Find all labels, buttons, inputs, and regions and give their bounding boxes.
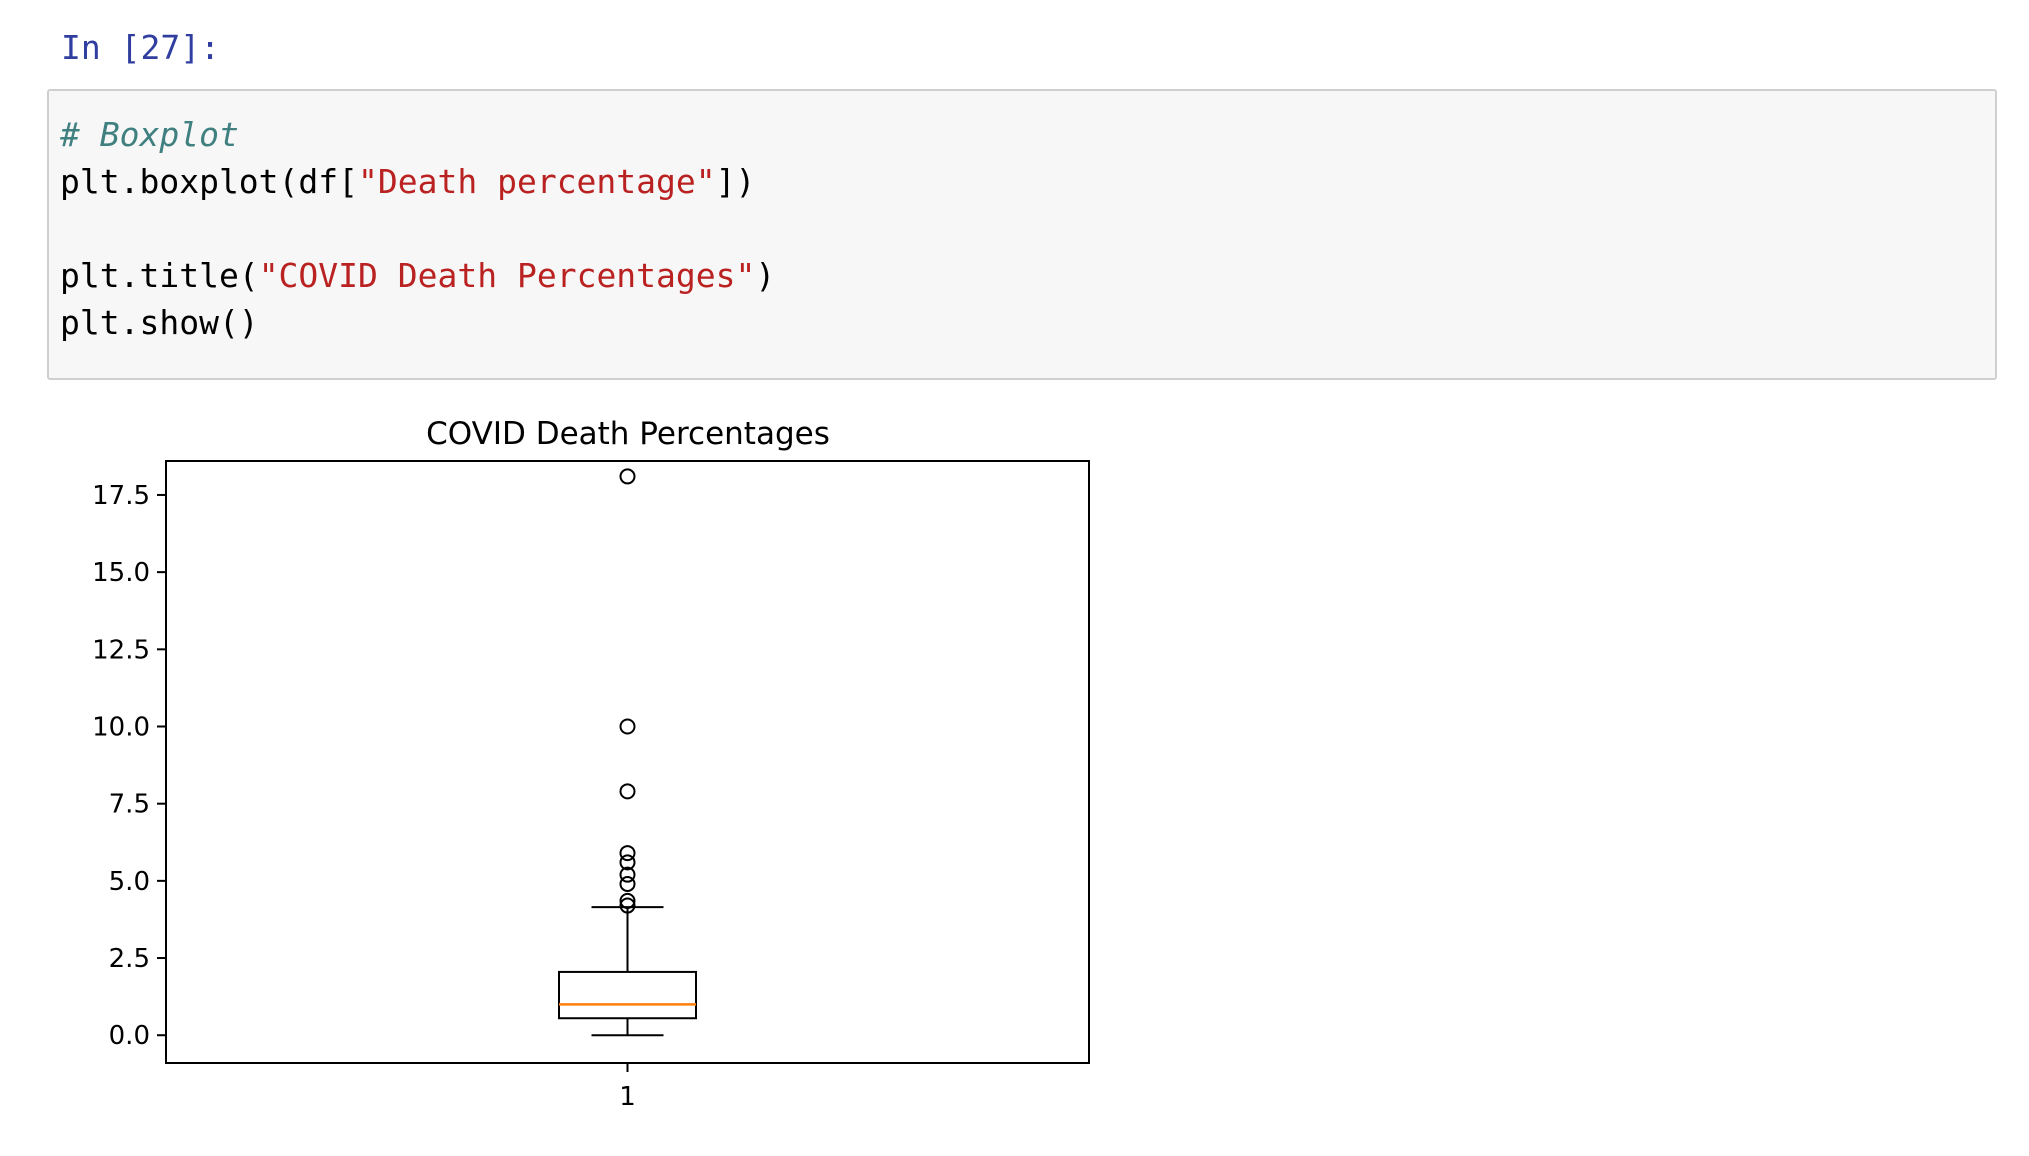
code-line: plt.show() xyxy=(60,299,775,346)
outlier-point xyxy=(619,718,636,735)
code-comment: # Boxplot xyxy=(60,115,239,154)
outlier-point xyxy=(619,845,636,862)
outlier-point xyxy=(619,854,636,871)
y-tick-label: 0.0 xyxy=(109,1021,150,1051)
outlier-point xyxy=(619,875,636,892)
x-tick-label: 1 xyxy=(619,1082,636,1112)
code-string: "Death percentage" xyxy=(358,162,716,201)
code-line xyxy=(60,205,775,252)
outlier-point xyxy=(619,892,636,909)
chart-title: COVID Death Percentages xyxy=(426,416,830,452)
plot-area-frame xyxy=(165,460,1090,1064)
code-cell-input[interactable]: # Boxplot plt.boxplot(df["Death percentag… xyxy=(47,89,1997,380)
cell-prompt: In [27]: xyxy=(61,28,220,67)
box-iqr xyxy=(558,970,697,1020)
outlier-point xyxy=(619,897,636,914)
y-tick-label: 7.5 xyxy=(109,790,150,820)
y-tick-label: 15.0 xyxy=(92,558,150,588)
y-tick-label: 5.0 xyxy=(109,867,150,897)
boxplot-chart: COVID Death Percentages 0.0 2.5 5.0 7.5 10.0… xyxy=(92,416,1090,1112)
code-token: ]) xyxy=(715,162,756,201)
y-tick-label: 2.5 xyxy=(109,944,150,974)
code-token: plt.show() xyxy=(60,303,259,342)
code-line: # Boxplot xyxy=(60,111,775,158)
y-tick-label: 10.0 xyxy=(92,712,150,742)
outlier-point xyxy=(619,866,636,883)
y-tick-label: 17.5 xyxy=(92,481,150,511)
code-token: ) xyxy=(755,256,776,295)
code-token: plt.title( xyxy=(60,256,259,295)
code-string: "COVID Death Percentages" xyxy=(258,256,756,295)
code-token: plt.boxplot(df[ xyxy=(60,162,359,201)
code-line: plt.title("COVID Death Percentages") xyxy=(60,252,775,299)
y-tick-label: 12.5 xyxy=(92,635,150,665)
code-line: plt.boxplot(df["Death percentage"]) xyxy=(60,158,775,205)
outlier-point xyxy=(619,783,636,800)
cell-output: COVID Death Percentages 0.0 2.5 5.0 7.5 10.0… xyxy=(0,400,1120,1120)
outlier-point xyxy=(619,468,636,485)
code-editor[interactable]: # Boxplot plt.boxplot(df["Death percentag… xyxy=(60,111,775,346)
